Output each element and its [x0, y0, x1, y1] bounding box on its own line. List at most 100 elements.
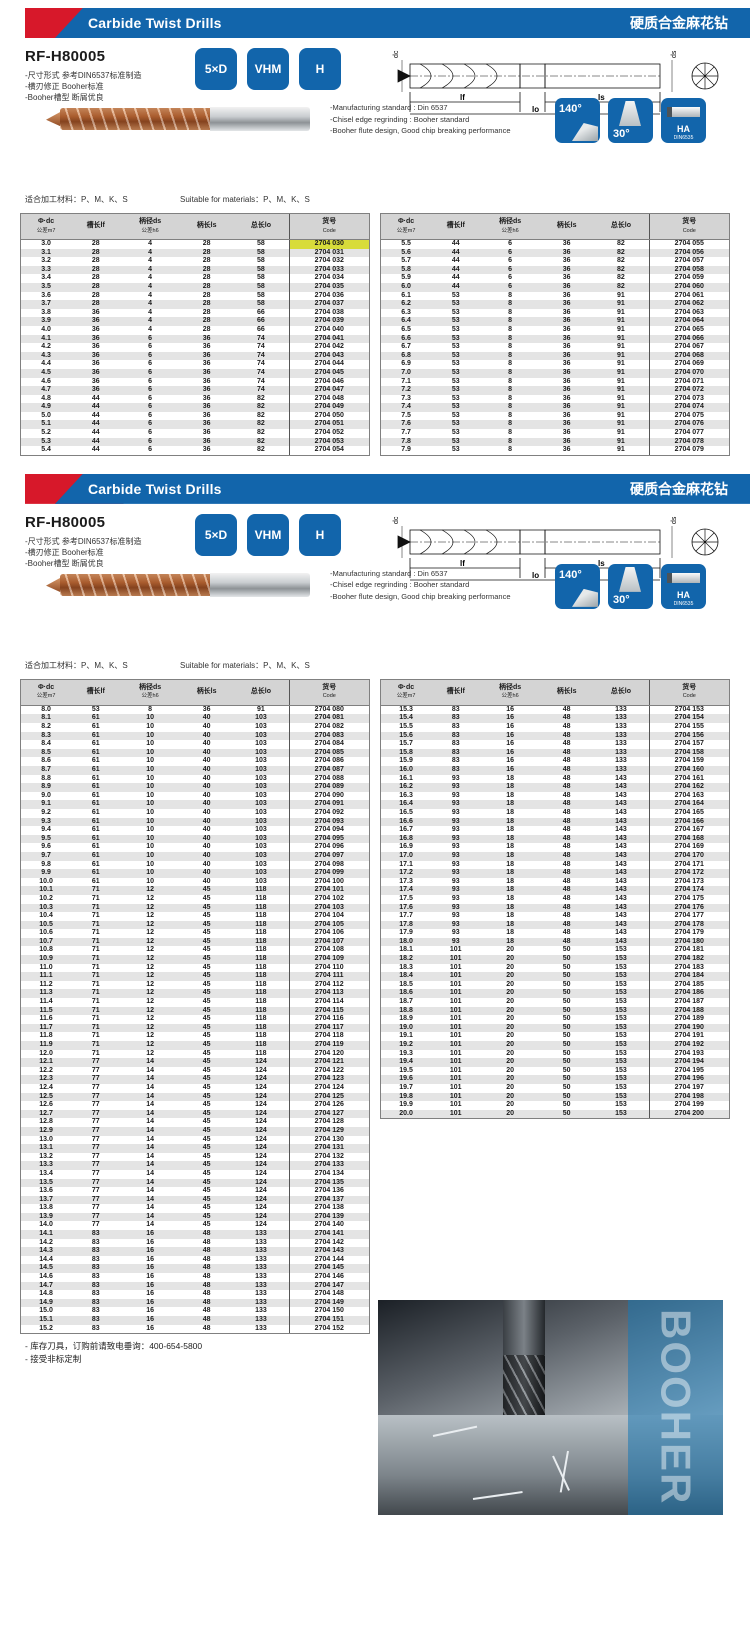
table-cell: 8 [508, 325, 513, 333]
label-lo: lo [532, 571, 539, 580]
table-cell: 153 [593, 1075, 650, 1084]
table-cell: 11.8 [39, 1032, 53, 1040]
table-cell: 7.8 [381, 437, 432, 447]
table-cell: 36 [539, 351, 594, 361]
table-cell: 2704 139 [288, 1212, 369, 1222]
table-row: 7.4 53 8 36 91 2704 074 [381, 403, 729, 412]
label-ls: ls [598, 559, 605, 568]
table-cell: 18 [506, 774, 514, 782]
table-cell: 48 [539, 851, 594, 861]
table-cell: 45 [202, 1083, 211, 1091]
table-cell: 20 [480, 989, 540, 999]
table-row: 4.8 44 6 36 82 2704 048 [21, 394, 369, 404]
table-cell: 28 [179, 300, 234, 309]
machining-photo: BOOHER [378, 1300, 723, 1515]
table-row: 12.7 77 14 45 124 2704 127 [21, 1109, 369, 1119]
table-cell: 103 [255, 808, 267, 816]
table-cell: 14.1 [21, 1230, 72, 1239]
table-cell: 48 [179, 1281, 234, 1291]
table-cell: 124 [233, 1092, 290, 1102]
table-cell: 18.5 [399, 980, 413, 988]
table-cell: 2704 106 [288, 929, 369, 938]
table-cell: 45 [179, 920, 234, 930]
table-row: 4.3 36 6 36 74 2704 043 [21, 351, 369, 361]
table-cell: 2704 157 [648, 740, 729, 749]
table-cell: 45 [179, 989, 234, 999]
table-cell: 153 [615, 1066, 627, 1074]
table-cell: 61 [91, 791, 100, 799]
table-cell: 7.2 [381, 386, 432, 395]
table-cell: 2704 158 [648, 748, 729, 758]
table-cell: 40 [202, 808, 211, 816]
table-row: 16.6 93 18 48 143 2704 166 [381, 817, 729, 827]
table-cell: 124 [255, 1169, 267, 1177]
table-row: 6.0 44 6 36 82 2704 060 [381, 282, 729, 292]
table-cell: 124 [255, 1118, 267, 1126]
table-row: 12.4 77 14 45 124 2704 124 [21, 1083, 369, 1093]
table-cell: 2704 052 [288, 429, 369, 438]
table-cell: 20 [480, 955, 540, 964]
table-cell: 118 [255, 894, 267, 902]
table-cell: 45 [202, 1135, 211, 1143]
table-cell: 14 [146, 1066, 154, 1074]
table-cell: 124 [255, 1135, 267, 1143]
table-cell: 10 [146, 740, 154, 748]
table-row: 5.2 44 6 36 82 2704 052 [21, 429, 369, 438]
table-cell: 83 [91, 1290, 100, 1298]
table-cell: 18 [506, 894, 514, 902]
table-cell: 8 [480, 334, 540, 344]
table-cell: 36 [71, 386, 121, 395]
table-cell: 101 [431, 1023, 481, 1033]
table-cell: 2704 080 [288, 705, 369, 715]
table-row: 18.5 101 20 50 153 2704 185 [381, 980, 729, 990]
table-row: 12.1 77 14 45 124 2704 121 [21, 1058, 369, 1067]
table-cell: 82 [617, 274, 625, 282]
table-cell: 58 [233, 265, 290, 275]
table-body: 15.3 83 16 48 133 2704 153 15.4 83 16 48 133 2704 1… [381, 705, 729, 1119]
table-cell: 77 [91, 1101, 100, 1109]
table-cell: 61 [91, 826, 100, 834]
table-cell: 8 [508, 446, 513, 454]
table-cell: 82 [257, 446, 265, 454]
table-cell: 118 [255, 946, 267, 954]
table-row: 12.9 77 14 45 124 2704 129 [21, 1126, 369, 1136]
table-cell: 103 [233, 731, 290, 741]
icon-badges: 140° 30° HA DIN6535 [555, 563, 706, 609]
table-cell: 48 [562, 826, 571, 834]
table-cell: 101 [449, 946, 462, 954]
table-row: 10.3 71 12 45 118 2704 103 [21, 903, 369, 913]
booher-watermark: BOOHER [628, 1300, 723, 1515]
model-bullet: -横刃修正 Booher标准 [25, 547, 104, 557]
table-cell: 124 [255, 1221, 267, 1229]
table-cell: 8 [508, 291, 513, 299]
table-row: 18.6 101 20 50 153 2704 186 [381, 989, 729, 999]
table-cell: 6.7 [401, 343, 411, 351]
table-cell: 2704 141 [288, 1230, 369, 1239]
table-cell: 14 [146, 1118, 154, 1126]
table-row: 7.8 53 8 36 91 2704 078 [381, 437, 729, 447]
table-row: 19.1 101 20 50 153 2704 191 [381, 1032, 729, 1041]
table-cell: 17.9 [399, 929, 413, 937]
table-cell: 2704 164 [648, 800, 729, 809]
table-cell: 14 [146, 1169, 154, 1177]
table-cell: 5.8 [381, 265, 432, 275]
table-cell: 2704 175 [648, 894, 729, 904]
table-row: 16.8 93 18 48 143 2704 168 [381, 834, 729, 844]
table-row: 9.8 61 10 40 103 2704 098 [21, 860, 369, 870]
table-cell: 18 [506, 860, 514, 868]
table-row: 19.6 101 20 50 153 2704 196 [381, 1075, 729, 1084]
table-cell: 48 [202, 1273, 211, 1281]
table-cell: 5.4 [41, 446, 51, 454]
table-cell: 101 [431, 1092, 481, 1102]
table-cell: 2704 073 [648, 394, 729, 404]
table-cell: 7.4 [381, 403, 432, 412]
table-cell: 45 [179, 1075, 234, 1084]
table-row: 16.4 93 18 48 143 2704 164 [381, 800, 729, 809]
table-cell: 61 [71, 817, 121, 827]
table-cell: 2704 196 [648, 1075, 729, 1084]
table-cell: 118 [233, 886, 290, 895]
table-cell: 16.1 [399, 774, 413, 782]
table-cell: 4 [148, 325, 153, 333]
table-row: 5.4 44 6 36 82 2704 054 [21, 446, 369, 455]
table-cell: 18.2 [381, 955, 432, 964]
